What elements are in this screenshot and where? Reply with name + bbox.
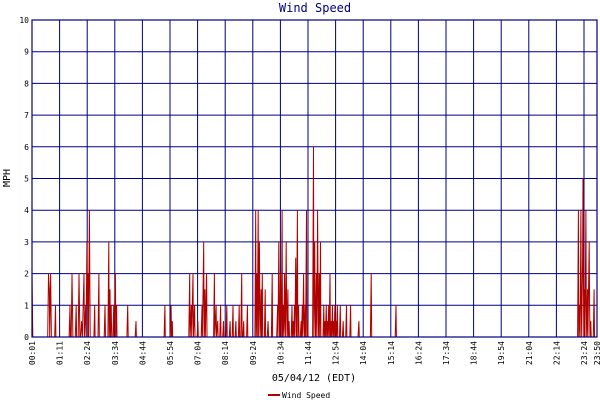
y-axis-label: MPH	[2, 169, 13, 187]
y-tick-label: 9	[24, 48, 29, 57]
x-axis-label: 05/04/12 (EDT)	[272, 373, 356, 384]
x-tick-label: 10:34	[276, 341, 285, 365]
x-tick-label: 19:54	[497, 341, 506, 365]
x-tick-label: 11:44	[304, 341, 313, 365]
x-tick-label: 05:54	[166, 341, 175, 365]
x-axis-ticks: 00:01 01:11 02:24 03:34 04:44 05:54 07:04 08:14…	[28, 341, 600, 365]
x-tick-label: 12:54	[332, 341, 341, 365]
y-tick-label: 1	[24, 301, 29, 310]
y-tick-label: 4	[24, 206, 29, 215]
x-tick-label: 17:34	[442, 341, 451, 365]
y-tick-label: 8	[24, 79, 29, 88]
x-tick-label: 00:01	[28, 341, 37, 365]
x-tick-label: 16:24	[414, 341, 423, 365]
x-tick-label: 15:14	[387, 341, 396, 365]
legend-label: Wind Speed	[282, 391, 330, 400]
y-tick-label: 0	[24, 333, 29, 342]
x-tick-label: 03:34	[111, 341, 120, 365]
y-tick-label: 5	[24, 175, 29, 184]
x-tick-label: 23:50	[593, 341, 600, 365]
y-tick-label: 3	[24, 238, 29, 247]
x-tick-label: 02:24	[83, 341, 92, 365]
x-tick-label: 08:14	[221, 341, 230, 365]
y-tick-label: 6	[24, 143, 29, 152]
chart-title: Wind Speed	[279, 1, 351, 15]
x-tick-label: 18:44	[470, 341, 479, 365]
x-tick-label: 22:14	[552, 341, 561, 365]
y-axis-ticks: 0 1 2 3 4 5 6 7 8 9 10	[19, 16, 29, 342]
y-tick-label: 10	[19, 16, 29, 25]
x-tick-label: 01:11	[56, 341, 65, 365]
x-tick-label: 23:24	[580, 341, 589, 365]
x-tick-label: 04:44	[138, 341, 147, 365]
x-tick-label: 21:04	[525, 341, 534, 365]
plot-frame	[31, 19, 598, 338]
x-tick-label: 09:24	[249, 341, 258, 365]
x-tick-label: 07:04	[194, 341, 203, 365]
x-tick-label: 14:04	[359, 341, 368, 365]
y-tick-label: 7	[24, 111, 29, 120]
legend: Wind Speed	[268, 391, 330, 400]
y-tick-label: 2	[24, 270, 29, 279]
